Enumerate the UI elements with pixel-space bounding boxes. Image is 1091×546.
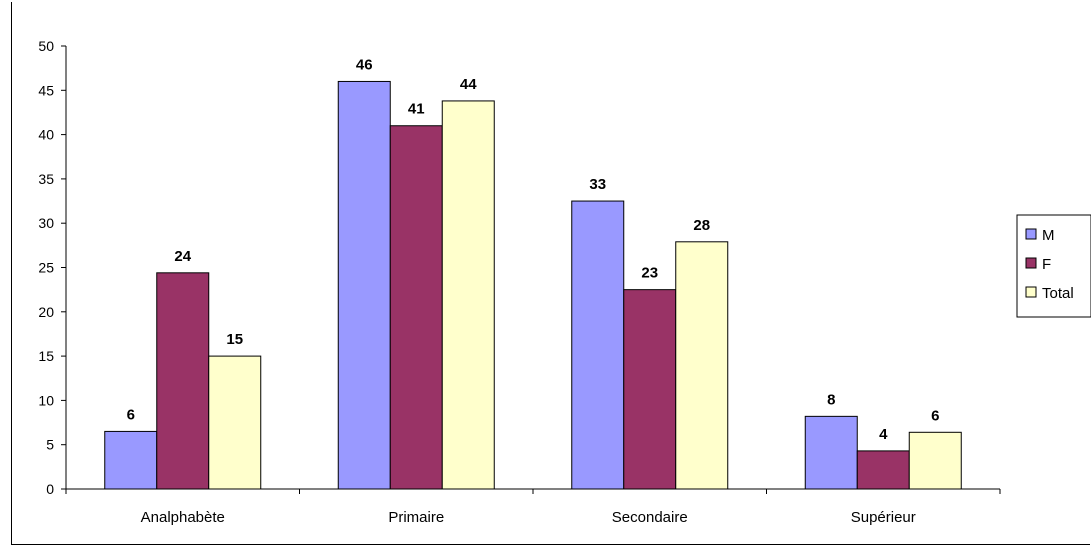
y-tick-label: 15 bbox=[38, 348, 54, 364]
bar bbox=[908, 431, 962, 490]
bar bbox=[675, 241, 729, 490]
data-label: 8 bbox=[827, 391, 835, 408]
x-category-label: Analphabète bbox=[141, 509, 225, 526]
data-label: 44 bbox=[460, 76, 477, 93]
y-tick-label: 0 bbox=[46, 481, 54, 497]
bar bbox=[389, 125, 443, 490]
data-label: 33 bbox=[589, 176, 606, 193]
data-label: 6 bbox=[931, 407, 939, 424]
y-tick-label: 45 bbox=[38, 82, 54, 98]
x-category-label: Secondaire bbox=[612, 509, 688, 526]
chart-bars bbox=[104, 80, 962, 490]
data-label: 24 bbox=[174, 248, 191, 265]
y-tick-label: 35 bbox=[38, 171, 54, 187]
bar bbox=[104, 430, 158, 490]
legend-swatch[interactable] bbox=[1025, 228, 1037, 240]
bar bbox=[156, 272, 210, 490]
x-category-label: Primaire bbox=[388, 509, 444, 526]
data-label: 4 bbox=[879, 426, 888, 443]
y-tick-label: 25 bbox=[38, 260, 54, 276]
legend-label[interactable]: F bbox=[1042, 256, 1051, 273]
chart-frame bbox=[11, 2, 1090, 545]
y-tick-label: 5 bbox=[46, 437, 54, 453]
y-tick-label: 10 bbox=[38, 392, 54, 408]
data-label: 46 bbox=[356, 56, 373, 73]
data-label: 15 bbox=[226, 331, 243, 348]
y-tick-label: 20 bbox=[38, 304, 54, 320]
bar bbox=[623, 289, 677, 490]
legend-swatch[interactable] bbox=[1025, 257, 1037, 269]
bar bbox=[804, 415, 858, 490]
chart-legend[interactable]: MF Total bbox=[1016, 214, 1091, 318]
legend-label[interactable]: Total bbox=[1042, 285, 1074, 302]
bar bbox=[337, 80, 391, 490]
data-label: 6 bbox=[127, 406, 135, 423]
bar bbox=[208, 355, 262, 490]
y-tick-label: 50 bbox=[38, 38, 54, 54]
bar bbox=[856, 450, 910, 490]
chart-axes: 0 5 10 15 20 25 30 35 40 45 50 Analphabète Primaire S… bbox=[38, 38, 1001, 526]
bar bbox=[571, 200, 625, 490]
data-label: 23 bbox=[641, 265, 658, 282]
y-tick-label: 40 bbox=[38, 127, 54, 143]
data-label: 28 bbox=[693, 217, 710, 234]
bar bbox=[441, 100, 495, 490]
legend-swatch[interactable] bbox=[1025, 286, 1037, 298]
y-tick-label: 30 bbox=[38, 215, 54, 231]
legend-label[interactable]: M bbox=[1042, 227, 1055, 244]
data-label: 41 bbox=[408, 101, 425, 118]
x-category-label: Supérieur bbox=[851, 509, 916, 526]
